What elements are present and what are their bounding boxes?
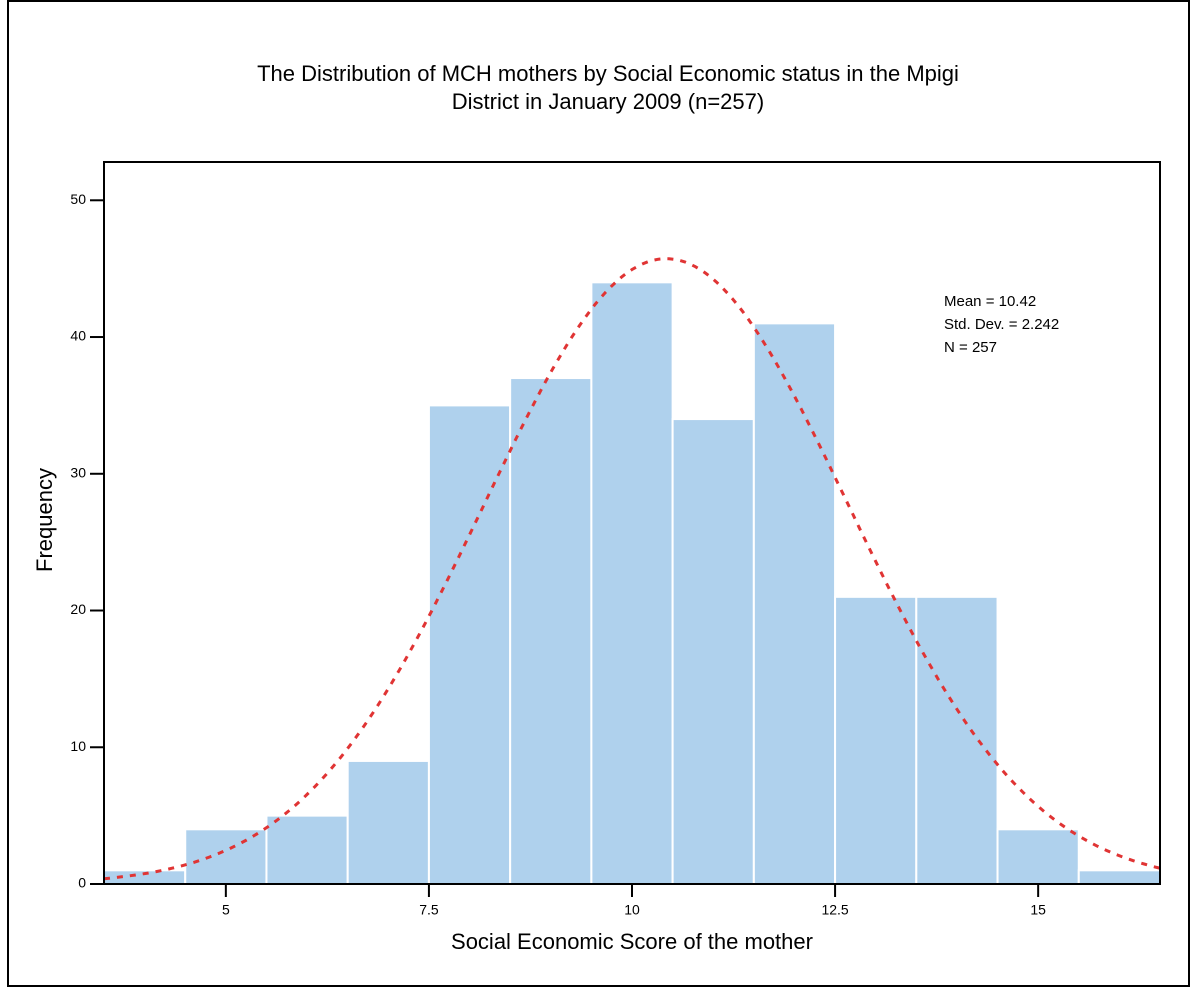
x-tick-label: 10 bbox=[624, 902, 640, 918]
x-tick-label: 7.5 bbox=[419, 902, 439, 918]
stat-sd: Std. Dev. = 2.242 bbox=[944, 316, 1059, 333]
bar bbox=[184, 828, 268, 886]
y-tick-label: 10 bbox=[70, 738, 86, 754]
bar bbox=[1077, 869, 1162, 885]
bar bbox=[834, 595, 918, 885]
bar bbox=[346, 759, 430, 886]
bar bbox=[915, 595, 999, 885]
x-tick-label: 5 bbox=[222, 902, 230, 918]
y-axis-label: Frequency bbox=[32, 468, 57, 572]
chart-title: District in January 2009 (n=257) bbox=[452, 89, 764, 114]
bar bbox=[590, 281, 674, 886]
y-tick-label: 50 bbox=[70, 191, 86, 207]
bar bbox=[265, 814, 349, 885]
normal-curve bbox=[103, 257, 1161, 881]
stat-value: 257 bbox=[972, 339, 997, 356]
stat-n: N = 257 bbox=[944, 339, 997, 356]
stat-label: N = bbox=[944, 339, 968, 356]
chart-title: The Distribution of MCH mothers by Socia… bbox=[257, 61, 959, 86]
y-tick-label: 0 bbox=[78, 875, 86, 891]
y-tick-label: 20 bbox=[70, 601, 86, 617]
bar bbox=[752, 322, 837, 885]
bar bbox=[509, 377, 593, 885]
stat-value: 10.42 bbox=[999, 293, 1037, 310]
bar bbox=[671, 418, 755, 885]
stat-value: 2.242 bbox=[1022, 316, 1060, 333]
y-tick-label: 30 bbox=[70, 464, 86, 480]
y-tick-label: 40 bbox=[70, 328, 86, 344]
bar bbox=[996, 828, 1080, 886]
x-axis-label: Social Economic Score of the mother bbox=[451, 929, 813, 954]
stat-label: Mean = bbox=[944, 293, 995, 310]
x-tick-label: 12.5 bbox=[821, 902, 848, 918]
stat-label: Std. Dev. = bbox=[944, 316, 1018, 333]
stats-annotation: Mean = 10.42 Std. Dev. = 2.242 N = 257 bbox=[944, 293, 1059, 356]
x-tick-label: 15 bbox=[1030, 902, 1046, 918]
bar bbox=[427, 404, 512, 885]
stat-mean: Mean = 10.42 bbox=[944, 293, 1036, 310]
